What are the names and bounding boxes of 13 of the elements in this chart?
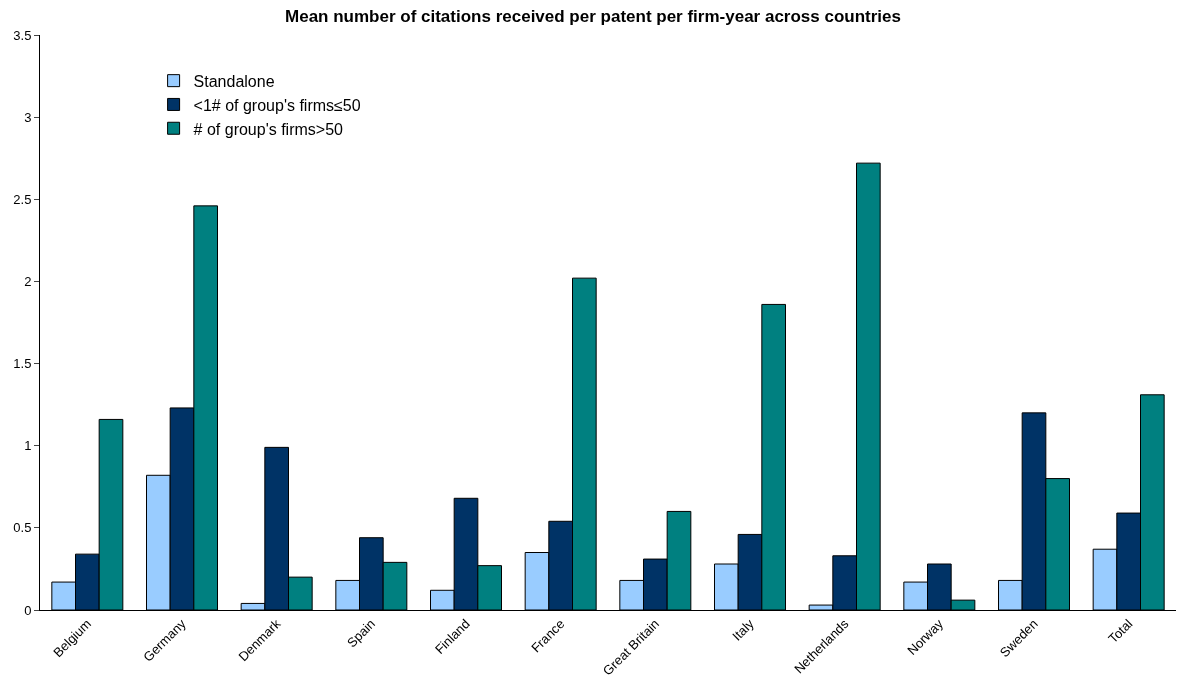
y-tick-label: 3 (24, 109, 32, 125)
legend-label: <1# of group's firms≤50 (193, 96, 361, 114)
y-tick-label: 0.5 (13, 520, 32, 536)
y-tick-label: 1.5 (13, 356, 32, 372)
legend-label: Standalone (193, 72, 275, 90)
y-tick-label: 1 (24, 438, 32, 454)
legend-label: # of group's firms>50 (193, 120, 344, 138)
y-tick-label: 2 (24, 273, 32, 289)
x-tick-label: Italy (729, 615, 758, 644)
chart-title: Mean number of citations received per patent per firm-year across countries (285, 7, 901, 27)
y-tick-label: 3.5 (13, 27, 32, 43)
y-tick-label: 2.5 (13, 191, 32, 207)
y-tick-label: 0 (24, 602, 32, 618)
